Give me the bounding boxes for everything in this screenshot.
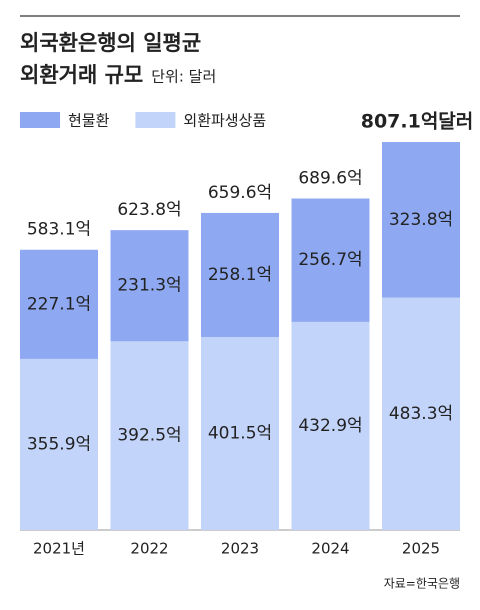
segment-label: 258.1억	[208, 265, 272, 285]
segment-label: 401.5억	[208, 423, 272, 443]
legend-swatch	[135, 112, 176, 128]
total-label: 583.1억	[27, 220, 91, 240]
x-tick-label: 2022	[130, 540, 168, 558]
total-label: 689.6억	[298, 169, 362, 189]
bar-segment	[382, 297, 460, 530]
segment-label: 227.1억	[27, 294, 91, 314]
segment-label: 483.3억	[389, 404, 453, 424]
source: 자료=한국은행	[384, 576, 460, 591]
legend-label: 외환파생상품	[183, 112, 266, 130]
segment-label: 392.5억	[117, 426, 181, 446]
bar-segment	[20, 358, 98, 530]
x-tick-label: 2023	[221, 540, 259, 558]
legend-swatch	[20, 112, 60, 128]
bar-segment	[110, 341, 189, 530]
bar-segment	[20, 249, 98, 359]
bar-segment	[291, 198, 370, 322]
segment-label: 323.8억	[389, 210, 453, 230]
bar-segment	[291, 321, 370, 530]
chart-title: 외환거래 규모	[20, 63, 143, 87]
x-tick-label: 2024	[311, 540, 349, 558]
legend-label: 현물환	[68, 112, 110, 130]
bar-segment	[110, 230, 189, 342]
x-tick-label: 2021년	[33, 540, 85, 558]
x-tick-label: 2025	[402, 540, 440, 558]
bar-segment	[382, 142, 460, 298]
segment-label: 355.9억	[27, 434, 91, 454]
total-label: 659.6억	[208, 183, 272, 203]
bar-segment	[201, 212, 279, 337]
segment-label: 432.9억	[298, 416, 362, 436]
total-label: 807.1억달러	[361, 111, 474, 133]
bar-segment	[201, 336, 279, 530]
segment-label: 256.7억	[298, 250, 362, 270]
chart-title: 외국환은행의 일평균	[20, 31, 201, 55]
segment-label: 231.3억	[117, 276, 181, 296]
subtitle: 단위: 달러	[151, 68, 216, 86]
total-label: 623.8억	[117, 200, 181, 220]
